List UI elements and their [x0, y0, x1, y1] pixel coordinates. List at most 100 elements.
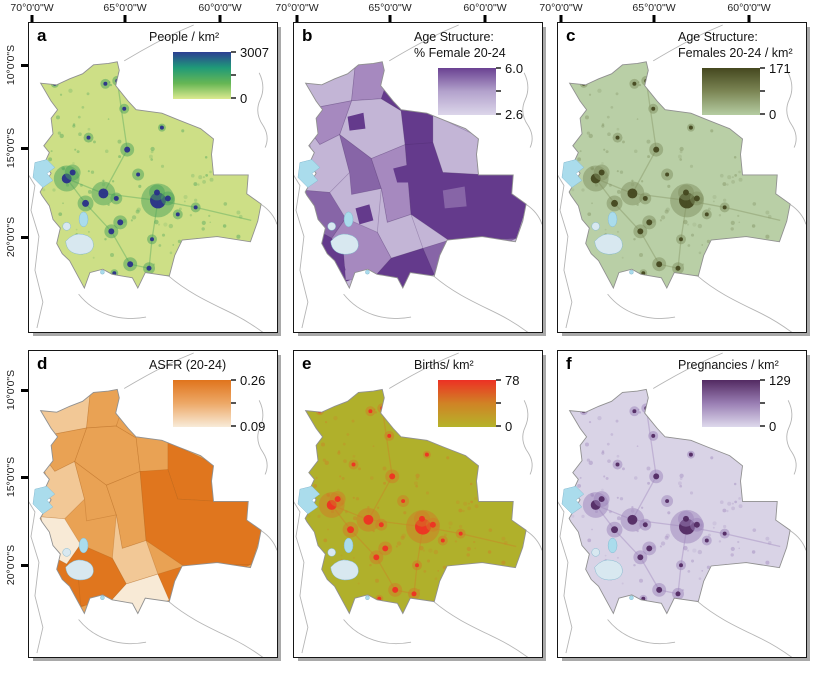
legend-colorbar: 78 0: [438, 373, 519, 434]
legend-tick: [760, 402, 765, 404]
legend-title: Births/ km²: [414, 357, 538, 373]
top-axis-label: 65°0'0"W: [368, 2, 412, 14]
legend-gradient: [702, 68, 760, 115]
legend-title-line: Age Structure:: [414, 30, 494, 44]
legend-title: People / km²: [149, 29, 273, 45]
legend-tick: [760, 67, 765, 69]
legend-colorbar: 129 0: [702, 373, 791, 434]
legend-max-value: 6.0: [505, 61, 524, 76]
legend-tick: [760, 90, 765, 92]
axis-tick: [218, 15, 222, 22]
panel-letter-e: e: [302, 354, 312, 373]
legend-title: ASFR (20-24): [149, 357, 273, 373]
top-axis-label: 70°0'0"W: [539, 2, 583, 14]
axis-tick: [747, 15, 751, 22]
legend-tick: [760, 425, 765, 427]
legend-min-value: 0.09: [240, 419, 266, 434]
left-axis-label: 20°0'0"S: [5, 544, 17, 586]
bolivia-map-females-density: [558, 24, 806, 332]
top-axis-label: 60°0'0"W: [463, 2, 507, 14]
axis-tick: [21, 564, 28, 567]
legend-c: Age Structure: Females 20-24 / km² 171 0: [678, 29, 802, 122]
axis-tick: [652, 15, 656, 22]
legend-min-value: 0: [769, 419, 777, 434]
legend-title-line: Births/ km²: [414, 358, 474, 372]
bolivia-map-births-density: [294, 352, 542, 657]
axis-tick: [21, 236, 28, 239]
legend-tick: [496, 67, 501, 69]
axis-tick: [388, 15, 392, 22]
map-panel-d: d ASFR (20-24) 0.26 0.09: [28, 350, 278, 658]
panel-letter-d: d: [37, 354, 48, 373]
bolivia-map-pregnancies-density: [558, 352, 806, 657]
legend-max-value: 129: [769, 373, 791, 388]
legend-tick: [231, 379, 236, 381]
legend-tick: [760, 379, 765, 381]
panel-letter-f: f: [566, 354, 572, 373]
top-axis-label: 60°0'0"W: [727, 2, 771, 14]
map-panel-c: c Age Structure: Females 20-24 / km² 171…: [557, 22, 807, 333]
legend-title: Age Structure: Females 20-24 / km²: [678, 29, 802, 61]
axis-tick: [559, 15, 563, 22]
legend-e: Births/ km² 78 0: [414, 357, 538, 434]
left-axis-label: 10°0'0"S: [5, 369, 17, 411]
legend-title-line: Pregnancies / km²: [678, 358, 779, 372]
legend-max-value: 78: [505, 373, 520, 388]
legend-min-value: 0: [769, 107, 777, 122]
legend-title-line: Females 20-24 / km²: [678, 46, 793, 60]
axis-tick: [21, 64, 28, 67]
legend-tick: [496, 90, 501, 92]
legend-colorbar: 0.26 0.09: [173, 373, 265, 434]
legend-tick: [231, 97, 236, 99]
legend-max-value: 171: [769, 61, 791, 76]
axis-tick: [21, 147, 28, 150]
panel-letter-a: a: [37, 26, 47, 45]
legend-min-value: 2.6: [505, 107, 524, 122]
legend-max-value: 0.26: [240, 373, 266, 388]
legend-colorbar: 3007 0: [173, 45, 269, 106]
legend-tick: [231, 74, 236, 76]
legend-f: Pregnancies / km² 129 0: [678, 357, 802, 434]
legend-a: People / km² 3007 0: [149, 29, 273, 106]
bolivia-map-pct-female-20-24: [294, 24, 542, 332]
axis-tick: [21, 476, 28, 479]
map-panel-f: f Pregnancies / km² 129 0: [557, 350, 807, 658]
panel-letter-b: b: [302, 26, 313, 45]
legend-colorbar: 171 0: [702, 61, 791, 122]
bolivia-map-asfr: [29, 352, 277, 657]
top-axis-label: 70°0'0"W: [275, 2, 319, 14]
legend-tick: [496, 113, 501, 115]
legend-gradient: [173, 52, 231, 99]
axis-tick: [21, 389, 28, 392]
legend-tick: [231, 51, 236, 53]
axis-tick: [30, 15, 34, 22]
panel-letter-c: c: [566, 26, 576, 45]
legend-tick: [231, 402, 236, 404]
legend-gradient: [438, 380, 496, 427]
axis-tick: [123, 15, 127, 22]
legend-colorbar: 6.0 2.6: [438, 61, 523, 122]
axis-tick: [483, 15, 487, 22]
map-panel-e: e Births/ km² 78 0: [293, 350, 543, 658]
left-axis-label: 20°0'0"S: [5, 216, 17, 258]
legend-d: ASFR (20-24) 0.26 0.09: [149, 357, 273, 434]
legend-max-value: 3007: [240, 45, 269, 60]
top-axis-label: 65°0'0"W: [103, 2, 147, 14]
legend-gradient: [702, 380, 760, 427]
left-axis-label: 15°0'0"S: [5, 456, 17, 498]
left-axis-label: 15°0'0"S: [5, 127, 17, 169]
legend-gradient: [438, 68, 496, 115]
legend-tick: [496, 425, 501, 427]
bolivia-map-population-density: [29, 24, 277, 332]
top-axis-label: 70°0'0"W: [10, 2, 54, 14]
legend-tick: [496, 402, 501, 404]
legend-title-line: People / km²: [149, 30, 220, 44]
left-axis-label: 10°0'0"S: [5, 44, 17, 86]
top-axis-label: 60°0'0"W: [198, 2, 242, 14]
legend-title-line: Age Structure:: [678, 30, 758, 44]
legend-tick: [760, 113, 765, 115]
map-panel-a: a People / km² 3007 0: [28, 22, 278, 333]
legend-gradient: [173, 380, 231, 427]
legend-min-value: 0: [240, 91, 248, 106]
